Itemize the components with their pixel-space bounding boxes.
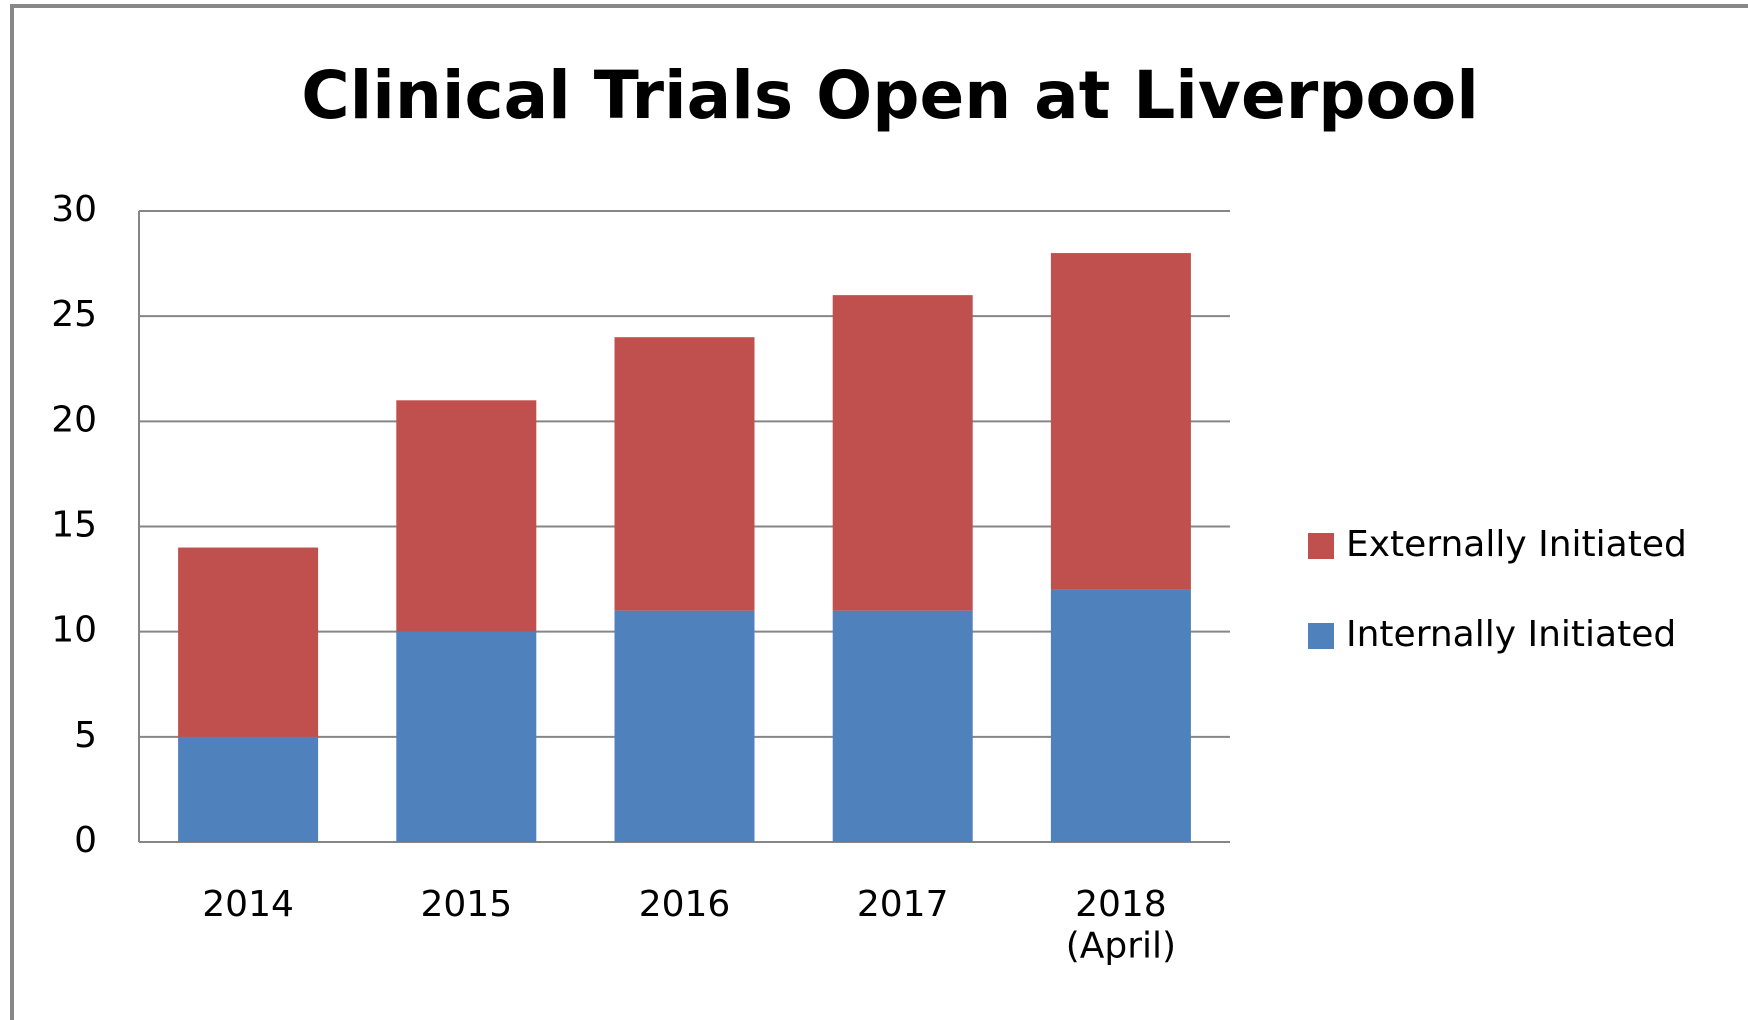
chart-title: Clinical Trials Open at Liverpool [301, 57, 1479, 134]
x-tick-label: 2018 (April) [1066, 884, 1176, 966]
bar-segment [832, 610, 973, 842]
bar-segment [1050, 589, 1191, 842]
bar-segment [614, 337, 755, 611]
y-tick-label: 25 [51, 294, 97, 335]
y-tick-label: 20 [51, 399, 97, 440]
bar-segment [396, 400, 537, 632]
x-tick-label: 2014 [202, 884, 294, 925]
y-tick-label: 30 [51, 189, 97, 230]
legend-swatch [1308, 623, 1334, 649]
legend-label: Externally Initiated [1346, 524, 1687, 565]
bar-segment [396, 631, 537, 842]
x-tick-label: 2017 [857, 884, 949, 925]
y-tick-label: 0 [74, 820, 97, 861]
bar-segment [178, 547, 319, 737]
bar-segment [178, 736, 319, 842]
legend-label: Internally Initiated [1346, 614, 1676, 655]
y-tick-label: 15 [51, 505, 97, 546]
chart-border [10, 4, 1748, 1020]
bar-segment [614, 610, 755, 842]
x-tick-label: 2016 [639, 884, 731, 925]
y-tick-label: 10 [51, 610, 97, 651]
x-tick-label: 2015 [420, 884, 512, 925]
legend-swatch [1308, 533, 1334, 559]
bar-segment [832, 295, 973, 611]
y-tick-label: 5 [74, 715, 97, 756]
bar-segment [1050, 253, 1191, 590]
